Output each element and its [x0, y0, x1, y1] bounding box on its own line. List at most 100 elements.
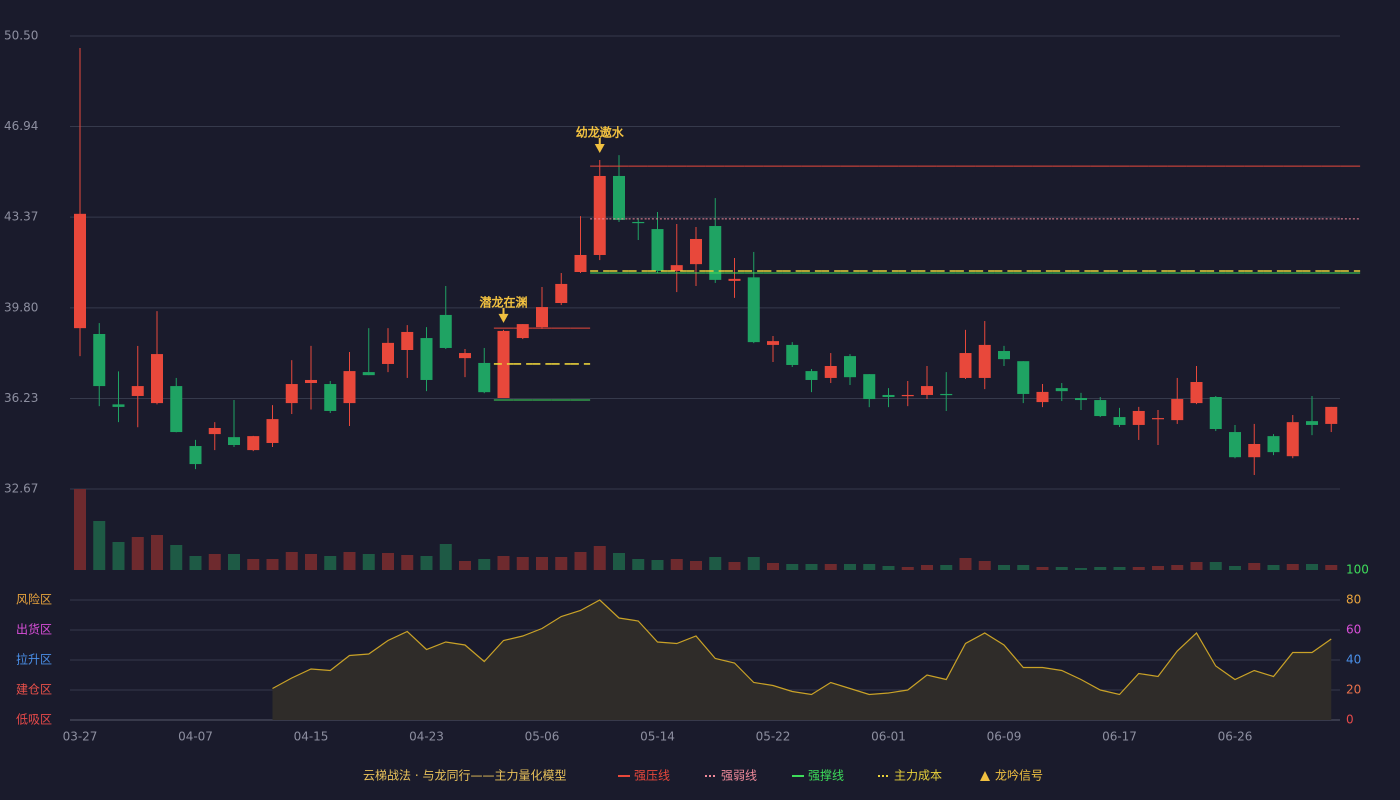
volume-bar	[805, 564, 818, 570]
candle-body	[439, 314, 452, 348]
signal-label: 幼龙遨水	[576, 124, 625, 139]
volume-bar	[420, 556, 433, 570]
volume-bar	[516, 557, 529, 570]
candle-body	[189, 446, 202, 465]
candle-body	[1171, 399, 1184, 421]
candle-body	[1209, 396, 1222, 430]
legend-label: 强弱线	[721, 769, 757, 783]
volume-bar	[112, 542, 125, 570]
volume-bar	[593, 546, 606, 570]
volume-bar	[93, 521, 106, 570]
y-tick-label: 39.80	[4, 300, 38, 314]
candle-body	[901, 394, 914, 397]
volume-bar	[998, 565, 1010, 570]
volume-bar	[208, 554, 221, 570]
legend-title: 云梯战法 · 与龙同行——主力量化模型	[363, 769, 566, 783]
x-tick-label: 06-17	[1102, 730, 1137, 744]
candle-body	[247, 436, 260, 451]
candle-body	[1267, 436, 1280, 453]
x-tick-label: 05-14	[640, 730, 675, 744]
volume-bar	[1055, 567, 1068, 570]
legend-label: 龙吟信号	[995, 768, 1043, 783]
y2-tick-label: 100	[1346, 563, 1369, 577]
volume-bar	[901, 567, 914, 570]
area-fill	[272, 600, 1332, 720]
candle-body	[1286, 422, 1299, 457]
volume-bar	[1248, 563, 1261, 570]
volume-bar	[131, 537, 144, 570]
y-tick-label: 43.37	[4, 210, 38, 224]
y-tick-label: 36.23	[4, 391, 38, 405]
volume-bar	[690, 561, 702, 570]
candle-body	[998, 351, 1010, 360]
candle-body	[420, 338, 433, 380]
candle-body	[497, 330, 510, 399]
signal-arrow	[594, 143, 605, 153]
y2-tick-label: 80	[1346, 593, 1361, 607]
volume-bar	[247, 559, 260, 570]
volume-bar	[189, 556, 202, 570]
candle-body	[305, 379, 317, 384]
volume-bar	[709, 557, 722, 570]
zone-label: 出货区	[16, 622, 52, 637]
candle-body	[959, 353, 972, 378]
y-tick-label: 50.50	[4, 29, 38, 43]
volume-bar	[555, 557, 568, 570]
volume-bar	[478, 559, 491, 570]
indicator-line	[272, 599, 1332, 696]
x-tick-label: 04-23	[409, 730, 444, 744]
y2-tick-label: 60	[1346, 623, 1361, 637]
volume-bar	[382, 553, 394, 570]
zone-label: 建仓区	[16, 683, 52, 697]
volume-bar	[74, 489, 86, 570]
candle-body	[1152, 418, 1164, 420]
candle-body	[170, 386, 183, 433]
x-tick-label: 06-09	[987, 730, 1022, 744]
volume-bar	[767, 563, 779, 570]
candle-body	[1017, 361, 1030, 394]
y2-tick-label: 40	[1346, 653, 1361, 667]
volume-bar	[1286, 564, 1299, 570]
y2-tick-label: 20	[1346, 683, 1361, 697]
volume-bar	[844, 564, 856, 570]
volume-bar	[536, 557, 548, 570]
candle-body	[1055, 388, 1068, 392]
candle-body	[747, 277, 760, 343]
legend-label: 强压线	[634, 769, 670, 783]
candle-body	[786, 344, 799, 365]
candle-body	[978, 344, 991, 378]
volume-bar	[882, 566, 895, 570]
candle-body	[536, 307, 548, 328]
x-tick-label: 04-15	[294, 730, 329, 744]
volume-bar	[151, 535, 163, 570]
candle-body	[574, 254, 587, 273]
legend-label: 主力成本	[894, 769, 942, 783]
candle-body	[709, 226, 722, 280]
candle-body	[1190, 382, 1203, 404]
volume-bar	[497, 556, 510, 570]
candle-body	[824, 366, 837, 378]
volume-bar	[824, 564, 837, 570]
volume-bar	[786, 564, 799, 570]
candle-body	[131, 386, 144, 396]
volume-bar	[1017, 565, 1030, 570]
x-tick-label: 03-27	[63, 730, 98, 744]
candle-body	[112, 404, 125, 407]
candle-body	[613, 175, 625, 220]
volume-bar	[362, 554, 375, 570]
zone-label: 拉升区	[16, 652, 52, 667]
candle-body	[921, 386, 933, 395]
candle-body	[1325, 406, 1338, 424]
x-tick-label: 06-01	[871, 730, 906, 744]
volume-bar	[921, 565, 933, 570]
candle-body	[1306, 421, 1318, 425]
volume-bar	[324, 556, 337, 570]
volume-bar	[632, 559, 645, 570]
candle-body	[516, 324, 529, 339]
y-tick-label: 32.67	[4, 481, 38, 495]
candle-body	[690, 238, 702, 265]
signal-label: 潜龙在渊	[479, 294, 527, 309]
volume-bar	[613, 553, 625, 570]
candle-body	[266, 419, 279, 443]
